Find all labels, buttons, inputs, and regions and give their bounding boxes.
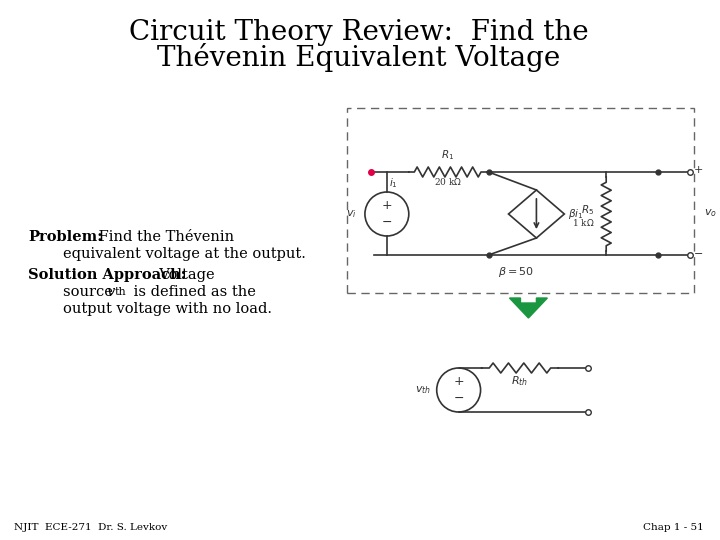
Text: v: v [107, 285, 115, 299]
Text: 1 k$\Omega$: 1 k$\Omega$ [572, 217, 594, 227]
Text: $i_1$: $i_1$ [389, 176, 397, 190]
Text: −: − [382, 217, 392, 230]
Bar [347, 108, 694, 293]
Text: $v_{th}$: $v_{th}$ [415, 384, 431, 396]
Text: $v_o$: $v_o$ [704, 207, 717, 219]
Text: $R_5$: $R_5$ [581, 203, 594, 217]
Polygon shape [510, 298, 547, 318]
Text: Chap 1 - 51: Chap 1 - 51 [643, 523, 704, 532]
Text: output voltage with no load.: output voltage with no load. [63, 302, 272, 316]
Text: +: + [694, 165, 703, 175]
Text: +: + [382, 199, 392, 212]
Text: $R_1$: $R_1$ [441, 148, 454, 162]
Text: −: − [454, 392, 464, 406]
Text: $\beta i_1$: $\beta i_1$ [568, 207, 584, 221]
Text: Thévenin Equivalent Voltage: Thévenin Equivalent Voltage [157, 43, 561, 71]
Text: Voltage: Voltage [150, 268, 214, 282]
Text: $v_i$: $v_i$ [346, 208, 357, 220]
Text: Solution Approach:: Solution Approach: [28, 268, 186, 282]
Text: +: + [454, 375, 464, 388]
Text: th: th [114, 287, 127, 297]
Text: 20 k$\Omega$: 20 k$\Omega$ [433, 176, 462, 187]
Text: source: source [63, 285, 117, 299]
Text: Circuit Theory Review:  Find the: Circuit Theory Review: Find the [129, 18, 589, 45]
Text: equivalent voltage at the output.: equivalent voltage at the output. [63, 247, 306, 261]
Text: is defined as the: is defined as the [129, 285, 256, 299]
Text: Find the Thévenin: Find the Thévenin [94, 230, 234, 244]
Text: Problem:: Problem: [28, 230, 102, 244]
Text: $R_{th}$: $R_{th}$ [511, 374, 528, 388]
Text: NJIT  ECE-271  Dr. S. Levkov: NJIT ECE-271 Dr. S. Levkov [14, 523, 167, 532]
Text: $\beta = 50$: $\beta = 50$ [498, 265, 534, 279]
Text: −: − [694, 249, 703, 259]
